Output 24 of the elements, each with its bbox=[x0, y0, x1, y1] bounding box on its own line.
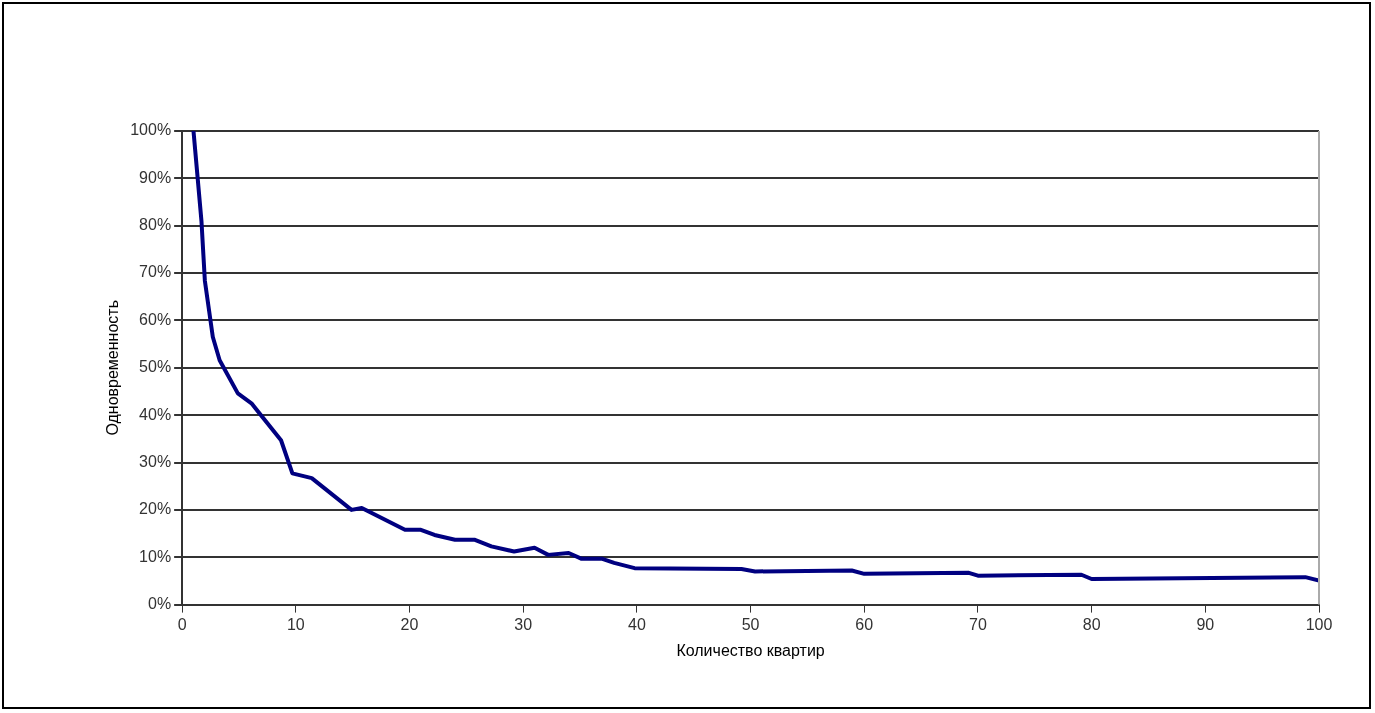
x-tick-label: 20 bbox=[400, 615, 419, 633]
y-tick-label: 30% bbox=[139, 452, 172, 470]
x-tick-label: 80 bbox=[1082, 615, 1101, 633]
y-tick-label: 50% bbox=[139, 358, 172, 376]
y-tick-label: 60% bbox=[139, 310, 172, 328]
y-tick-label: 40% bbox=[139, 405, 172, 423]
y-axis-title: Одновременность bbox=[104, 300, 122, 436]
x-tick-label: 90 bbox=[1196, 615, 1215, 633]
y-tick-label: 0% bbox=[148, 595, 172, 613]
y-tick-label: 10% bbox=[139, 547, 172, 565]
y-tick-label: 20% bbox=[139, 500, 172, 518]
x-tick-label: 60 bbox=[855, 615, 874, 633]
x-tick-label: 30 bbox=[514, 615, 533, 633]
x-tick-label: 100 bbox=[1305, 615, 1333, 633]
x-tick-label: 0 bbox=[177, 615, 187, 633]
y-tick-label: 90% bbox=[139, 168, 172, 186]
x-axis-title: Количество квартир bbox=[676, 641, 825, 659]
x-tick-label: 70 bbox=[969, 615, 987, 633]
y-tick-label: 80% bbox=[139, 216, 172, 234]
y-tick-label: 100% bbox=[130, 121, 172, 139]
x-tick-label: 50 bbox=[741, 615, 760, 633]
x-tick-label: 10 bbox=[286, 615, 305, 633]
x-tick-label: 40 bbox=[627, 615, 646, 633]
y-tick-label: 70% bbox=[139, 263, 172, 281]
